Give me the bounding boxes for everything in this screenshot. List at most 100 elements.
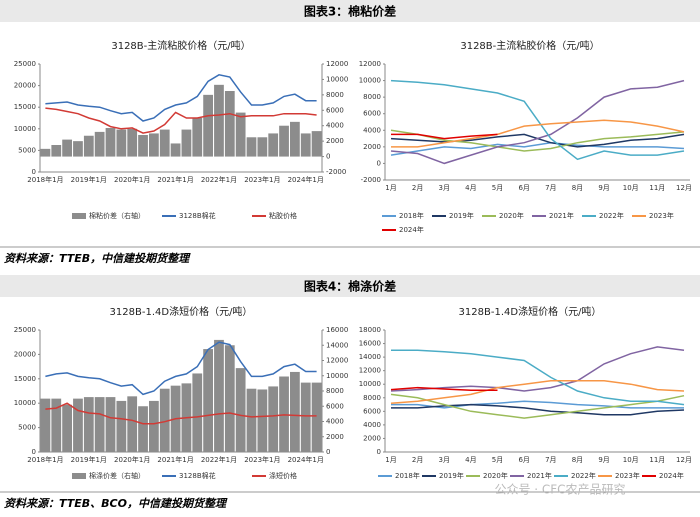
y-tick-label: 4000 [363, 126, 381, 134]
y-tick-label: 0 [377, 448, 381, 456]
line-series [45, 107, 317, 134]
legend-label: 2019年 [439, 471, 464, 480]
legend-label: 棉粘价差（右轴） [89, 211, 145, 220]
y-tick-label: 12000 [359, 60, 381, 68]
bar [116, 129, 127, 157]
x-tick-label: 12月 [676, 456, 692, 464]
y2-tick-label: 0 [326, 153, 330, 161]
y-tick-label: 6000 [363, 110, 381, 118]
x-tick-label: 1月 [385, 456, 396, 464]
bar [127, 128, 138, 157]
legend-label: 2024年 [399, 225, 424, 234]
y-tick-label: 12000 [359, 367, 381, 375]
legend-label: 2023年 [615, 471, 640, 480]
y2-tick-label: 2000 [326, 137, 344, 145]
bar [257, 137, 268, 157]
bar [279, 125, 289, 157]
legend-label: 粘胶价格 [269, 211, 297, 220]
y-tick-label: 25000 [14, 326, 36, 334]
bar [51, 398, 62, 452]
legend-label: 2018年 [399, 211, 424, 220]
bar [62, 139, 72, 157]
y2-tick-label: 4000 [326, 122, 344, 130]
line-series [390, 386, 498, 392]
bar [214, 339, 224, 452]
x-tick-label: 5月 [492, 456, 503, 464]
bar [181, 129, 192, 157]
bar [246, 388, 257, 452]
bar [40, 398, 51, 452]
y2-tick-label: 12000 [326, 357, 348, 365]
legend-label: 2020年 [499, 211, 524, 220]
y2-tick-label: 16000 [326, 326, 348, 334]
section-title: 图表4：棉涤价差 [304, 279, 396, 294]
x-tick-label: 2024年1月 [288, 455, 324, 464]
legend-label: 2022年 [599, 211, 624, 220]
bar [83, 397, 94, 452]
bar [116, 400, 127, 452]
legend-label: 2021年 [527, 471, 552, 480]
bar [73, 398, 83, 452]
legend-label: 2022年 [571, 471, 596, 480]
bar [257, 389, 268, 452]
y-tick-label: 6000 [363, 407, 381, 415]
bar [268, 386, 279, 452]
header-bar [0, 275, 700, 297]
legend-label: 涤短价格 [269, 471, 297, 480]
y-tick-label: 20000 [14, 350, 36, 358]
x-tick-label: 2022年1月 [201, 175, 237, 184]
legend-label: 2024年 [659, 471, 684, 480]
line-series [45, 341, 317, 396]
x-tick-label: 8月 [572, 184, 583, 192]
line-series [390, 79, 685, 165]
x-tick-label: 2022年1月 [201, 455, 237, 464]
y-tick-label: 8000 [363, 394, 381, 402]
bar [203, 94, 213, 157]
y2-tick-label: 6000 [326, 106, 344, 114]
y2-tick-label: 14000 [326, 341, 348, 349]
y-tick-label: 15000 [14, 375, 36, 383]
y-tick-label: 16000 [359, 340, 381, 348]
x-tick-label: 6月 [518, 184, 529, 192]
x-tick-label: 5月 [492, 184, 503, 192]
y2-tick-label: 6000 [326, 402, 344, 410]
y-tick-label: 4000 [363, 421, 381, 429]
x-tick-label: 2018年1月 [27, 455, 63, 464]
section-title: 图表3：棉粘价差 [304, 4, 396, 19]
x-tick-label: 2021年1月 [157, 175, 193, 184]
legend-swatch [72, 213, 86, 219]
x-tick-label: 2020年1月 [114, 175, 150, 184]
x-tick-label: 3月 [439, 184, 450, 192]
legend-label: 2018年 [395, 471, 420, 480]
x-tick-label: 4月 [465, 184, 476, 192]
line-series [391, 349, 685, 406]
bar [290, 371, 300, 452]
y-tick-label: 0 [377, 159, 381, 167]
bar [127, 396, 138, 452]
legend-label: 2021年 [549, 211, 574, 220]
x-tick-label: 2月 [412, 184, 423, 192]
line-series [391, 119, 685, 148]
x-tick-label: 2021年1月 [157, 455, 193, 464]
legend-label: 3128B棉花 [179, 471, 216, 480]
legend-label: 3128B棉花 [179, 211, 216, 220]
line-series [390, 129, 685, 152]
y2-tick-label: 8000 [326, 91, 344, 99]
x-tick-label: 7月 [545, 456, 556, 464]
y2-tick-label: 10000 [326, 372, 348, 380]
bar [214, 84, 224, 157]
bar [300, 382, 311, 452]
bar [192, 118, 203, 157]
y2-tick-label: 12000 [326, 60, 348, 68]
y2-tick-label: 4000 [326, 418, 344, 426]
bar [138, 406, 148, 452]
y-tick-label: 2000 [363, 143, 381, 151]
bar [62, 404, 72, 452]
bar [203, 349, 213, 452]
chart-title: 3128B-主流粘胶价格（元/吨） [111, 39, 250, 52]
y2-tick-label: -2000 [326, 168, 346, 176]
x-tick-label: 4月 [465, 456, 476, 464]
watermark: 公众号 · CFC农产品研究 [494, 482, 625, 497]
x-tick-label: 2月 [412, 456, 423, 464]
